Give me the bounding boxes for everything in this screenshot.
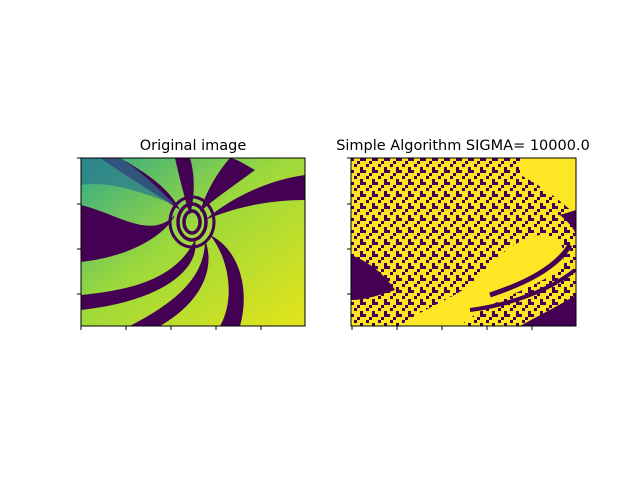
chart-title-original: Original image (140, 138, 247, 154)
panel-original: Original image (77, 138, 305, 330)
heatmap-segmentation (351, 158, 576, 326)
panel-simple-algorithm: Simple Algorithm SIGMA= 10000.0 (336, 138, 590, 330)
chart-title-simple-algorithm: Simple Algorithm SIGMA= 10000.0 (336, 138, 590, 154)
heatmap-original (81, 158, 305, 326)
